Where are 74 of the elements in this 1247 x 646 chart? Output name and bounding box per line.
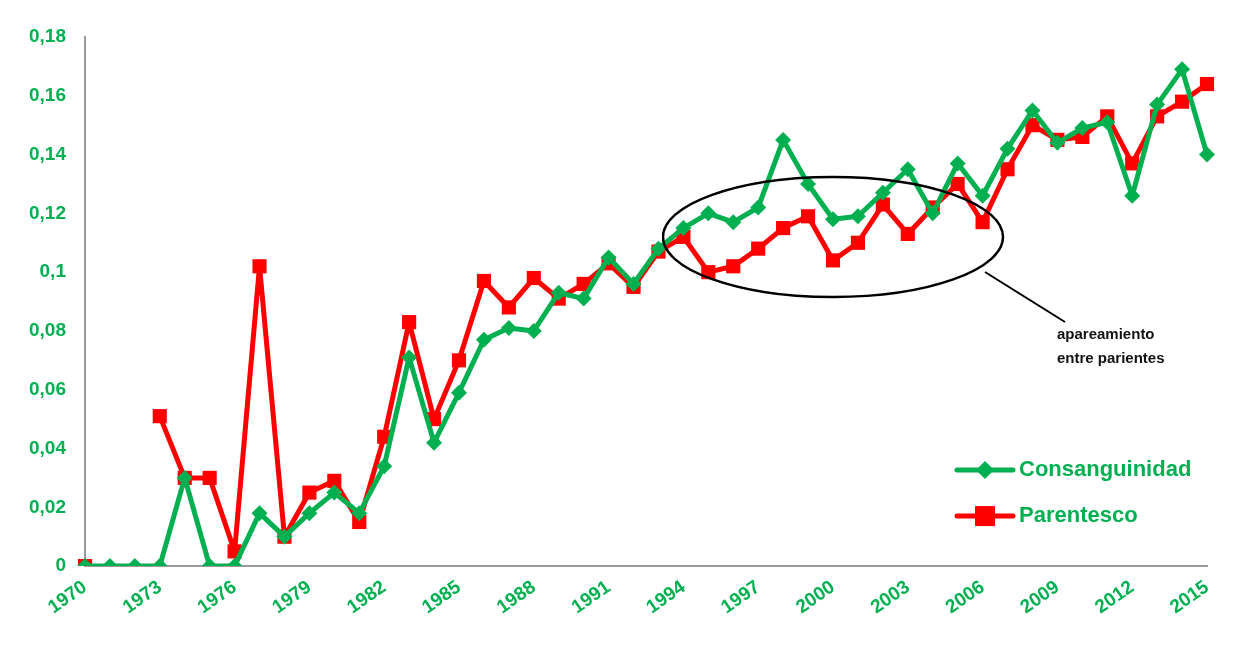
point — [900, 226, 915, 242]
y-tick-label: 0,04 — [29, 436, 67, 458]
point — [776, 220, 791, 236]
point — [526, 270, 541, 286]
point — [550, 284, 567, 301]
point — [402, 315, 417, 330]
point — [152, 409, 167, 424]
point — [252, 259, 267, 274]
point — [301, 505, 318, 522]
point — [726, 259, 741, 274]
point — [849, 208, 866, 225]
point — [376, 458, 393, 475]
y-tick-label: 0,14 — [29, 142, 67, 164]
point — [824, 211, 841, 228]
y-tick-label: 0 — [55, 554, 66, 576]
point — [426, 434, 443, 451]
point — [1199, 146, 1215, 163]
y-tick-label: 0,1 — [39, 260, 67, 282]
point — [575, 290, 592, 307]
point — [450, 384, 467, 401]
point — [999, 140, 1016, 157]
x-tick-label: 1979 — [268, 575, 315, 618]
point — [1149, 96, 1166, 113]
point — [725, 214, 742, 231]
point — [1000, 162, 1015, 177]
x-tick-label: 1991 — [567, 575, 615, 618]
point — [800, 209, 816, 224]
annotation: apareamiento entre parientes — [1057, 324, 1166, 368]
point — [974, 187, 991, 204]
point — [1174, 61, 1191, 78]
point — [600, 249, 617, 266]
point — [351, 505, 368, 522]
point — [750, 199, 767, 216]
y-tick-label: 0,06 — [29, 377, 66, 399]
point — [476, 273, 491, 289]
point — [451, 353, 467, 368]
point — [751, 241, 766, 256]
point — [1049, 134, 1066, 151]
legend-label: Consanguinidad — [1019, 456, 1192, 482]
point — [825, 253, 841, 268]
point — [924, 205, 941, 222]
point — [475, 331, 492, 348]
legend-label: Parentesco — [1019, 502, 1138, 528]
x-tick-label: 1970 — [43, 575, 91, 618]
point — [1099, 114, 1116, 131]
point — [850, 235, 865, 250]
point — [625, 275, 642, 292]
point — [302, 485, 317, 500]
point — [1024, 102, 1041, 119]
point — [1199, 76, 1215, 92]
point — [950, 176, 965, 192]
point — [899, 161, 916, 178]
point — [202, 470, 217, 485]
point — [1074, 120, 1091, 137]
point — [650, 240, 667, 257]
y-tick-label: 0,18 — [29, 25, 66, 47]
y-tick-label: 0,16 — [29, 84, 66, 106]
point — [500, 319, 517, 336]
y-tick-label: 0,02 — [29, 495, 66, 517]
y-tick-label: 0,12 — [29, 201, 66, 223]
point — [501, 300, 516, 315]
point — [975, 215, 990, 230]
point — [327, 473, 342, 488]
point — [775, 131, 792, 148]
point — [1174, 94, 1190, 109]
point — [326, 484, 343, 501]
point — [949, 155, 966, 172]
point — [675, 220, 692, 237]
point — [874, 184, 891, 201]
point — [251, 505, 268, 522]
point — [525, 322, 542, 339]
y-tick-label: 0,08 — [29, 319, 66, 341]
point — [700, 205, 717, 222]
point — [1125, 156, 1140, 171]
